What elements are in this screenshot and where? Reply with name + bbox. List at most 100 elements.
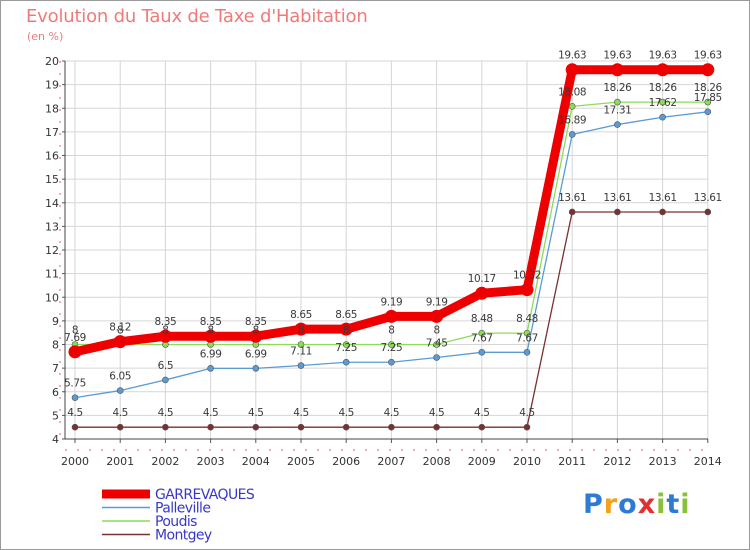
- data-label-palleville: 17.31: [603, 105, 631, 117]
- data-label-poudis: 18.26: [603, 82, 632, 94]
- data-label-montgey: 4.5: [338, 407, 354, 419]
- data-label-poudis: 8: [72, 325, 78, 337]
- data-point-montgey: [433, 423, 440, 431]
- data-label-palleville: 7.67: [516, 332, 538, 344]
- data-labels: 7.69 8.12 8.35 8.35 8.35 8.65 8.65 9.19 9.19 10.1…: [64, 50, 723, 419]
- data-label-garrevaques: 8.65: [335, 309, 357, 321]
- x-tick-label: 2014: [694, 455, 722, 468]
- data-point-garrevaques: [384, 309, 398, 323]
- data-point-garrevaques: [113, 335, 127, 349]
- data-point-palleville: [704, 108, 712, 116]
- data-point-garrevaques: [430, 309, 444, 323]
- chart-subtitle: (en %): [27, 30, 64, 43]
- x-tick-label: 2010: [513, 455, 541, 468]
- data-point-poudis: [433, 341, 440, 348]
- data-label-poudis: 18.08: [558, 86, 586, 98]
- data-point-palleville: [207, 365, 214, 372]
- data-label-poudis: 8.48: [471, 313, 493, 325]
- data-label-montgey: 13.61: [603, 192, 631, 204]
- data-label-palleville: 17.62: [649, 97, 677, 109]
- data-label-montgey: 13.61: [649, 192, 677, 204]
- proxiti-logo: Proxiti: [583, 489, 691, 520]
- y-tick-label: 18: [45, 102, 59, 115]
- y-tick-label: 10: [45, 291, 59, 304]
- data-point-palleville: [523, 348, 531, 356]
- grid: [65, 60, 709, 439]
- data-label-montgey: 4.5: [519, 407, 535, 419]
- data-label-garrevaques: 8.35: [155, 316, 177, 328]
- data-label-montgey: 13.61: [694, 192, 722, 204]
- y-tick-label: 13: [45, 220, 59, 233]
- data-point-montgey: [388, 423, 395, 431]
- logo-letter: i: [680, 489, 691, 520]
- y-tick-label: 6: [52, 386, 59, 399]
- data-label-palleville: 17.85: [694, 92, 722, 104]
- data-point-palleville: [478, 348, 486, 356]
- data-label-palleville: 6.99: [245, 348, 267, 360]
- data-point-garrevaques: [68, 345, 82, 359]
- x-tick-label: 2001: [106, 455, 134, 468]
- data-point-palleville: [614, 121, 621, 128]
- data-point-palleville: [342, 358, 350, 366]
- x-tick-label: 2000: [61, 455, 89, 468]
- data-label-montgey: 4.5: [474, 407, 490, 419]
- legend-label-palleville: Palleville: [155, 501, 210, 517]
- logo-letter: t: [666, 489, 681, 520]
- data-label-poudis: 8: [253, 325, 259, 337]
- data-point-garrevaques: [701, 63, 715, 77]
- data-point-palleville: [162, 376, 169, 384]
- data-point-montgey: [116, 423, 124, 431]
- y-tick-label: 17: [45, 126, 59, 139]
- data-point-montgey: [297, 423, 305, 431]
- data-label-montgey: 4.5: [158, 407, 174, 419]
- y-tick-label: 16: [45, 150, 59, 163]
- data-label-palleville: 5.75: [64, 378, 86, 390]
- data-label-poudis: 8: [162, 325, 168, 337]
- legend-label-garrevaques: GARREVAQUES: [155, 487, 255, 503]
- y-tick-label: 7: [52, 362, 59, 375]
- data-label-palleville: 6.5: [158, 360, 174, 372]
- data-point-poudis: [478, 329, 486, 337]
- data-point-montgey: [614, 208, 621, 216]
- y-tick-label: 14: [45, 197, 59, 210]
- data-point-palleville: [659, 113, 666, 121]
- data-label-poudis: 8.48: [516, 313, 538, 325]
- data-point-montgey: [523, 423, 531, 431]
- legend-label-poudis: Poudis: [155, 514, 197, 530]
- logo-letter: o: [618, 489, 638, 520]
- x-tick-label: 2011: [558, 455, 586, 468]
- x-tick-label: 2008: [423, 455, 451, 468]
- data-label-montgey: 4.5: [67, 407, 83, 419]
- data-label-palleville: 6.05: [109, 371, 131, 383]
- data-label-garrevaques: 19.63: [649, 50, 677, 62]
- y-tick-label: 5: [52, 409, 59, 422]
- x-tick-label: 2004: [242, 455, 270, 468]
- data-label-garrevaques: 10.17: [468, 273, 496, 285]
- data-label-garrevaques: 8.35: [245, 316, 267, 328]
- data-point-garrevaques: [610, 63, 624, 77]
- data-point-garrevaques: [204, 329, 218, 343]
- data-point-palleville: [252, 365, 260, 372]
- logo-letter: x: [637, 489, 657, 520]
- x-tick-label: 2002: [151, 455, 179, 468]
- y-tick-label: 12: [45, 244, 59, 257]
- y-tick-label: 20: [45, 55, 59, 68]
- logo-letter: r: [603, 489, 619, 520]
- data-label-montgey: 4.5: [203, 407, 219, 419]
- data-label-poudis: 18.26: [649, 82, 678, 94]
- x-tick-label: 2003: [197, 455, 225, 468]
- data-point-poudis: [342, 341, 350, 348]
- data-label-poudis: 18.26: [694, 82, 723, 94]
- y-tick-label: 15: [45, 173, 59, 186]
- data-label-palleville: 7.45: [426, 337, 448, 349]
- data-label-palleville: 7.67: [471, 332, 493, 344]
- data-point-garrevaques: [656, 63, 670, 77]
- data-point-montgey: [704, 208, 712, 216]
- x-tick-label: 2012: [603, 455, 631, 468]
- x-tick-label: 2005: [287, 455, 315, 468]
- data-label-garrevaques: 7.69: [64, 332, 86, 344]
- data-label-garrevaques: 9.19: [381, 296, 403, 308]
- data-label-palleville: 7.25: [335, 342, 357, 354]
